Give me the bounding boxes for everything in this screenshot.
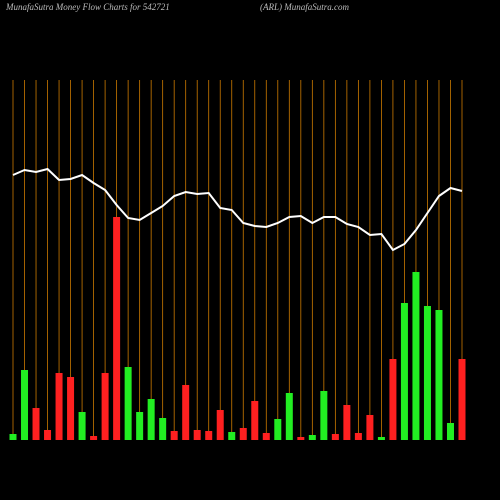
bar [331,434,339,440]
bar [170,431,178,440]
bar [389,359,397,440]
bar [159,418,167,440]
bar [239,428,247,440]
bar [90,436,98,440]
bar [251,401,259,440]
chart-subtitle: (ARL) MunafaSutra.com [260,2,349,12]
bar [113,217,121,440]
bar [44,430,52,440]
bar [101,373,109,440]
bar [32,408,40,440]
bar [147,399,155,440]
bar [343,405,351,440]
bar [216,410,224,440]
bar [446,423,454,440]
bar [308,435,316,440]
bar [435,310,443,440]
money-flow-line [12,167,463,252]
bar [182,385,190,440]
bar [423,306,431,440]
bar [136,412,144,440]
bar [366,415,374,440]
bar [55,373,63,440]
bar [124,367,132,440]
bar [285,393,293,440]
bar [228,432,236,440]
bar [9,434,17,440]
bar [67,377,75,440]
bar [21,370,29,440]
bar [78,412,86,440]
bar [205,431,213,440]
bar [354,433,362,440]
bar [320,391,328,440]
bar [400,303,408,440]
bar [377,437,385,440]
bar [274,419,282,440]
bar [458,359,466,440]
bar [193,430,201,440]
bar [262,433,270,440]
chart-title: MunafaSutra Money Flow Charts for 542721 [5,2,170,12]
bar [297,437,305,440]
bar [412,272,420,440]
